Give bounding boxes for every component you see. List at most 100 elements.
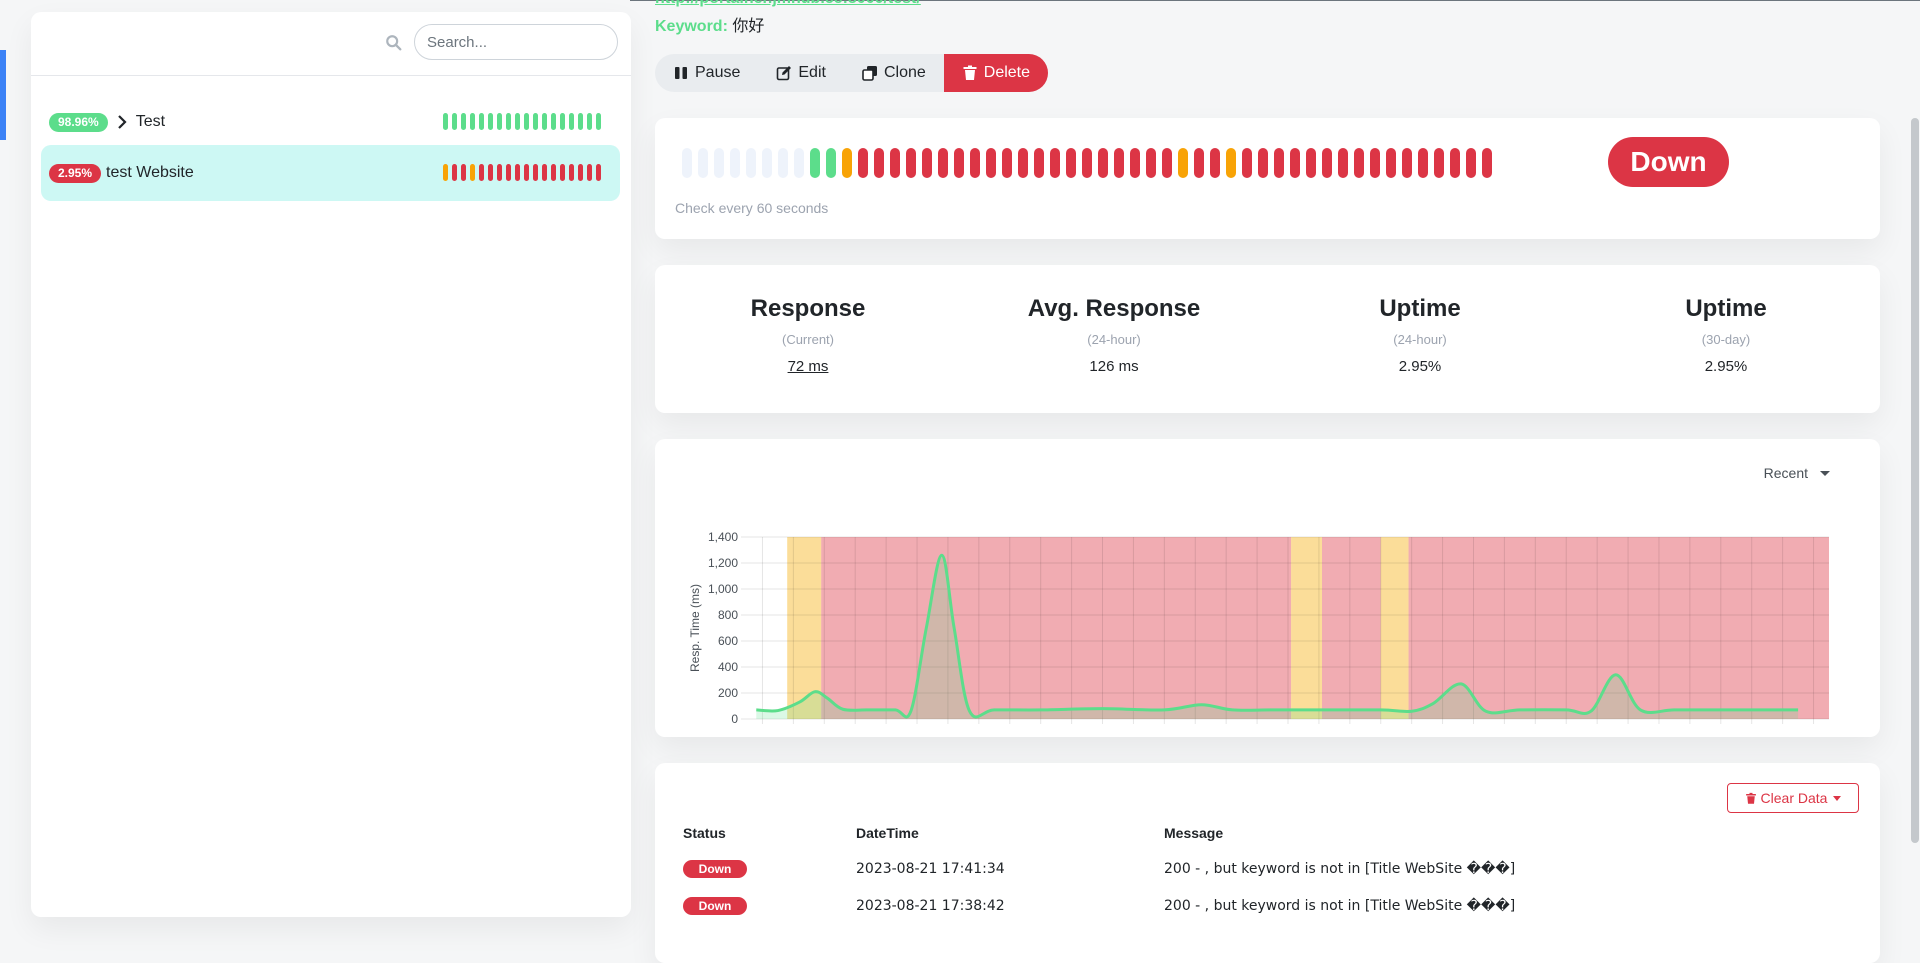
page-scrollbar[interactable] xyxy=(1911,118,1919,843)
trash-icon xyxy=(963,65,977,80)
column-header-datetime: DateTime xyxy=(856,825,919,841)
heartbeat-up xyxy=(524,113,529,130)
monitor-item-test[interactable]: 98.96% Test xyxy=(41,94,620,150)
y-tick-label: 1,200 xyxy=(708,556,738,570)
heartbeat-down[interactable] xyxy=(954,148,964,178)
heartbeat-empty[interactable] xyxy=(682,148,692,178)
heartbeat-down[interactable] xyxy=(1066,148,1076,178)
pause-button[interactable]: Pause xyxy=(655,54,758,92)
heartbeat-down[interactable] xyxy=(874,148,884,178)
event-row: Down 2023-08-21 17:38:42 200 - , but key… xyxy=(655,891,1880,921)
heartbeat-down[interactable] xyxy=(1386,148,1396,178)
heartbeat-up[interactable] xyxy=(810,148,820,178)
heartbeat-down[interactable] xyxy=(1210,148,1220,178)
heartbeat-down[interactable] xyxy=(1354,148,1364,178)
event-status-badge: Down xyxy=(683,897,747,915)
heartbeat-up xyxy=(497,113,502,130)
heartbeat-down[interactable] xyxy=(1418,148,1428,178)
edit-icon xyxy=(777,66,792,81)
column-header-message: Message xyxy=(1164,825,1224,841)
stat-value: 2.95% xyxy=(1398,358,1442,375)
heartbeat-down[interactable] xyxy=(1050,148,1060,178)
monitor-url-link[interactable]: http://portainer.jmhub.cc:8000/test/ xyxy=(655,0,921,8)
event-datetime: 2023-08-21 17:41:34 xyxy=(856,861,1005,877)
heartbeat-down[interactable] xyxy=(1338,148,1348,178)
heartbeat-down[interactable] xyxy=(858,148,868,178)
heartbeat-down[interactable] xyxy=(1306,148,1316,178)
heartbeat-down xyxy=(497,164,502,181)
heartbeat-down[interactable] xyxy=(1146,148,1156,178)
heartbeat-pending xyxy=(470,164,475,181)
status-band-pending xyxy=(787,537,822,719)
clone-icon xyxy=(862,66,877,81)
heartbeat-down xyxy=(515,164,520,181)
stat-title: Response xyxy=(750,295,866,322)
heartbeat-empty[interactable] xyxy=(778,148,788,178)
chart-period-dropdown[interactable]: Recent xyxy=(1764,465,1830,481)
heartbeat-down[interactable] xyxy=(1002,148,1012,178)
status-band-pending xyxy=(1380,537,1409,719)
heartbeat-up xyxy=(587,113,592,130)
heartbeat-down[interactable] xyxy=(986,148,996,178)
heartbeat-down xyxy=(506,164,511,181)
heartbeat-down[interactable] xyxy=(1034,148,1044,178)
stat-subtitle: (24-hour) xyxy=(1393,332,1447,347)
heartbeat-down[interactable] xyxy=(922,148,932,178)
heartbeat-down[interactable] xyxy=(1242,148,1252,178)
response-time-chart: 02004006008001,0001,2001,40017:2017:2217… xyxy=(688,530,1829,726)
heartbeat-down[interactable] xyxy=(1370,148,1380,178)
heartbeat-pending[interactable] xyxy=(842,148,852,178)
heartbeat-down[interactable] xyxy=(1098,148,1108,178)
edit-button[interactable]: Edit xyxy=(758,54,844,92)
y-axis-label: Resp. Time (ms) xyxy=(688,584,702,672)
heartbeat-down[interactable] xyxy=(890,148,900,178)
caret-down-icon xyxy=(1833,795,1842,801)
heartbeat-down[interactable] xyxy=(1466,148,1476,178)
heartbeat-up[interactable] xyxy=(826,148,836,178)
heartbeat-down[interactable] xyxy=(1258,148,1268,178)
heartbeat-empty[interactable] xyxy=(698,148,708,178)
heartbeat-down[interactable] xyxy=(1274,148,1284,178)
heartbeat-down[interactable] xyxy=(1434,148,1444,178)
heartbeat-down[interactable] xyxy=(1018,148,1028,178)
heartbeat-down[interactable] xyxy=(1194,148,1204,178)
heartbeat-pending[interactable] xyxy=(1178,148,1188,178)
clone-button[interactable]: Clone xyxy=(844,54,944,92)
keyword-label: Keyword: xyxy=(655,18,728,35)
heartbeat-down[interactable] xyxy=(1082,148,1092,178)
heartbeat-down[interactable] xyxy=(938,148,948,178)
delete-button[interactable]: Delete xyxy=(943,54,1049,92)
heartbeat-down[interactable] xyxy=(1114,148,1124,178)
heartbeat-down[interactable] xyxy=(1402,148,1412,178)
check-interval-text: Check every 60 seconds xyxy=(675,200,829,216)
clone-label: Clone xyxy=(883,64,926,81)
heartbeat-down[interactable] xyxy=(906,148,916,178)
heartbeat-empty[interactable] xyxy=(762,148,772,178)
heartbeat-down[interactable] xyxy=(1162,148,1172,178)
y-tick-label: 200 xyxy=(718,686,738,700)
search-input[interactable] xyxy=(414,24,618,60)
stat-value-link[interactable]: 72 ms xyxy=(787,358,829,375)
heartbeat-down[interactable] xyxy=(1290,148,1300,178)
monitor-item-test-website[interactable]: 2.95% test Website xyxy=(41,145,620,201)
stat-response: Response (Current) 72 ms xyxy=(655,295,961,375)
search-bar xyxy=(31,12,631,76)
heartbeat-up xyxy=(560,113,565,130)
heartbeat-empty[interactable] xyxy=(746,148,756,178)
heartbeat-pending[interactable] xyxy=(1226,148,1236,178)
heartbeat-up xyxy=(479,113,484,130)
heartbeat-empty[interactable] xyxy=(714,148,724,178)
heartbeat-empty[interactable] xyxy=(730,148,740,178)
heartbeat-empty[interactable] xyxy=(794,148,804,178)
heartbeat-down xyxy=(533,164,538,181)
heartbeat-down[interactable] xyxy=(970,148,980,178)
heartbeat-down[interactable] xyxy=(1130,148,1140,178)
heartbeat-down[interactable] xyxy=(1450,148,1460,178)
clear-data-button[interactable]: Clear Data xyxy=(1727,783,1859,813)
heartbeat-down[interactable] xyxy=(1322,148,1332,178)
pause-icon xyxy=(675,67,687,79)
event-message: 200 - , but keyword is not in [Title Web… xyxy=(1164,861,1516,877)
series-line xyxy=(756,553,1799,719)
heartbeat-down[interactable] xyxy=(1482,148,1492,178)
chevron-right-icon[interactable] xyxy=(116,115,128,129)
